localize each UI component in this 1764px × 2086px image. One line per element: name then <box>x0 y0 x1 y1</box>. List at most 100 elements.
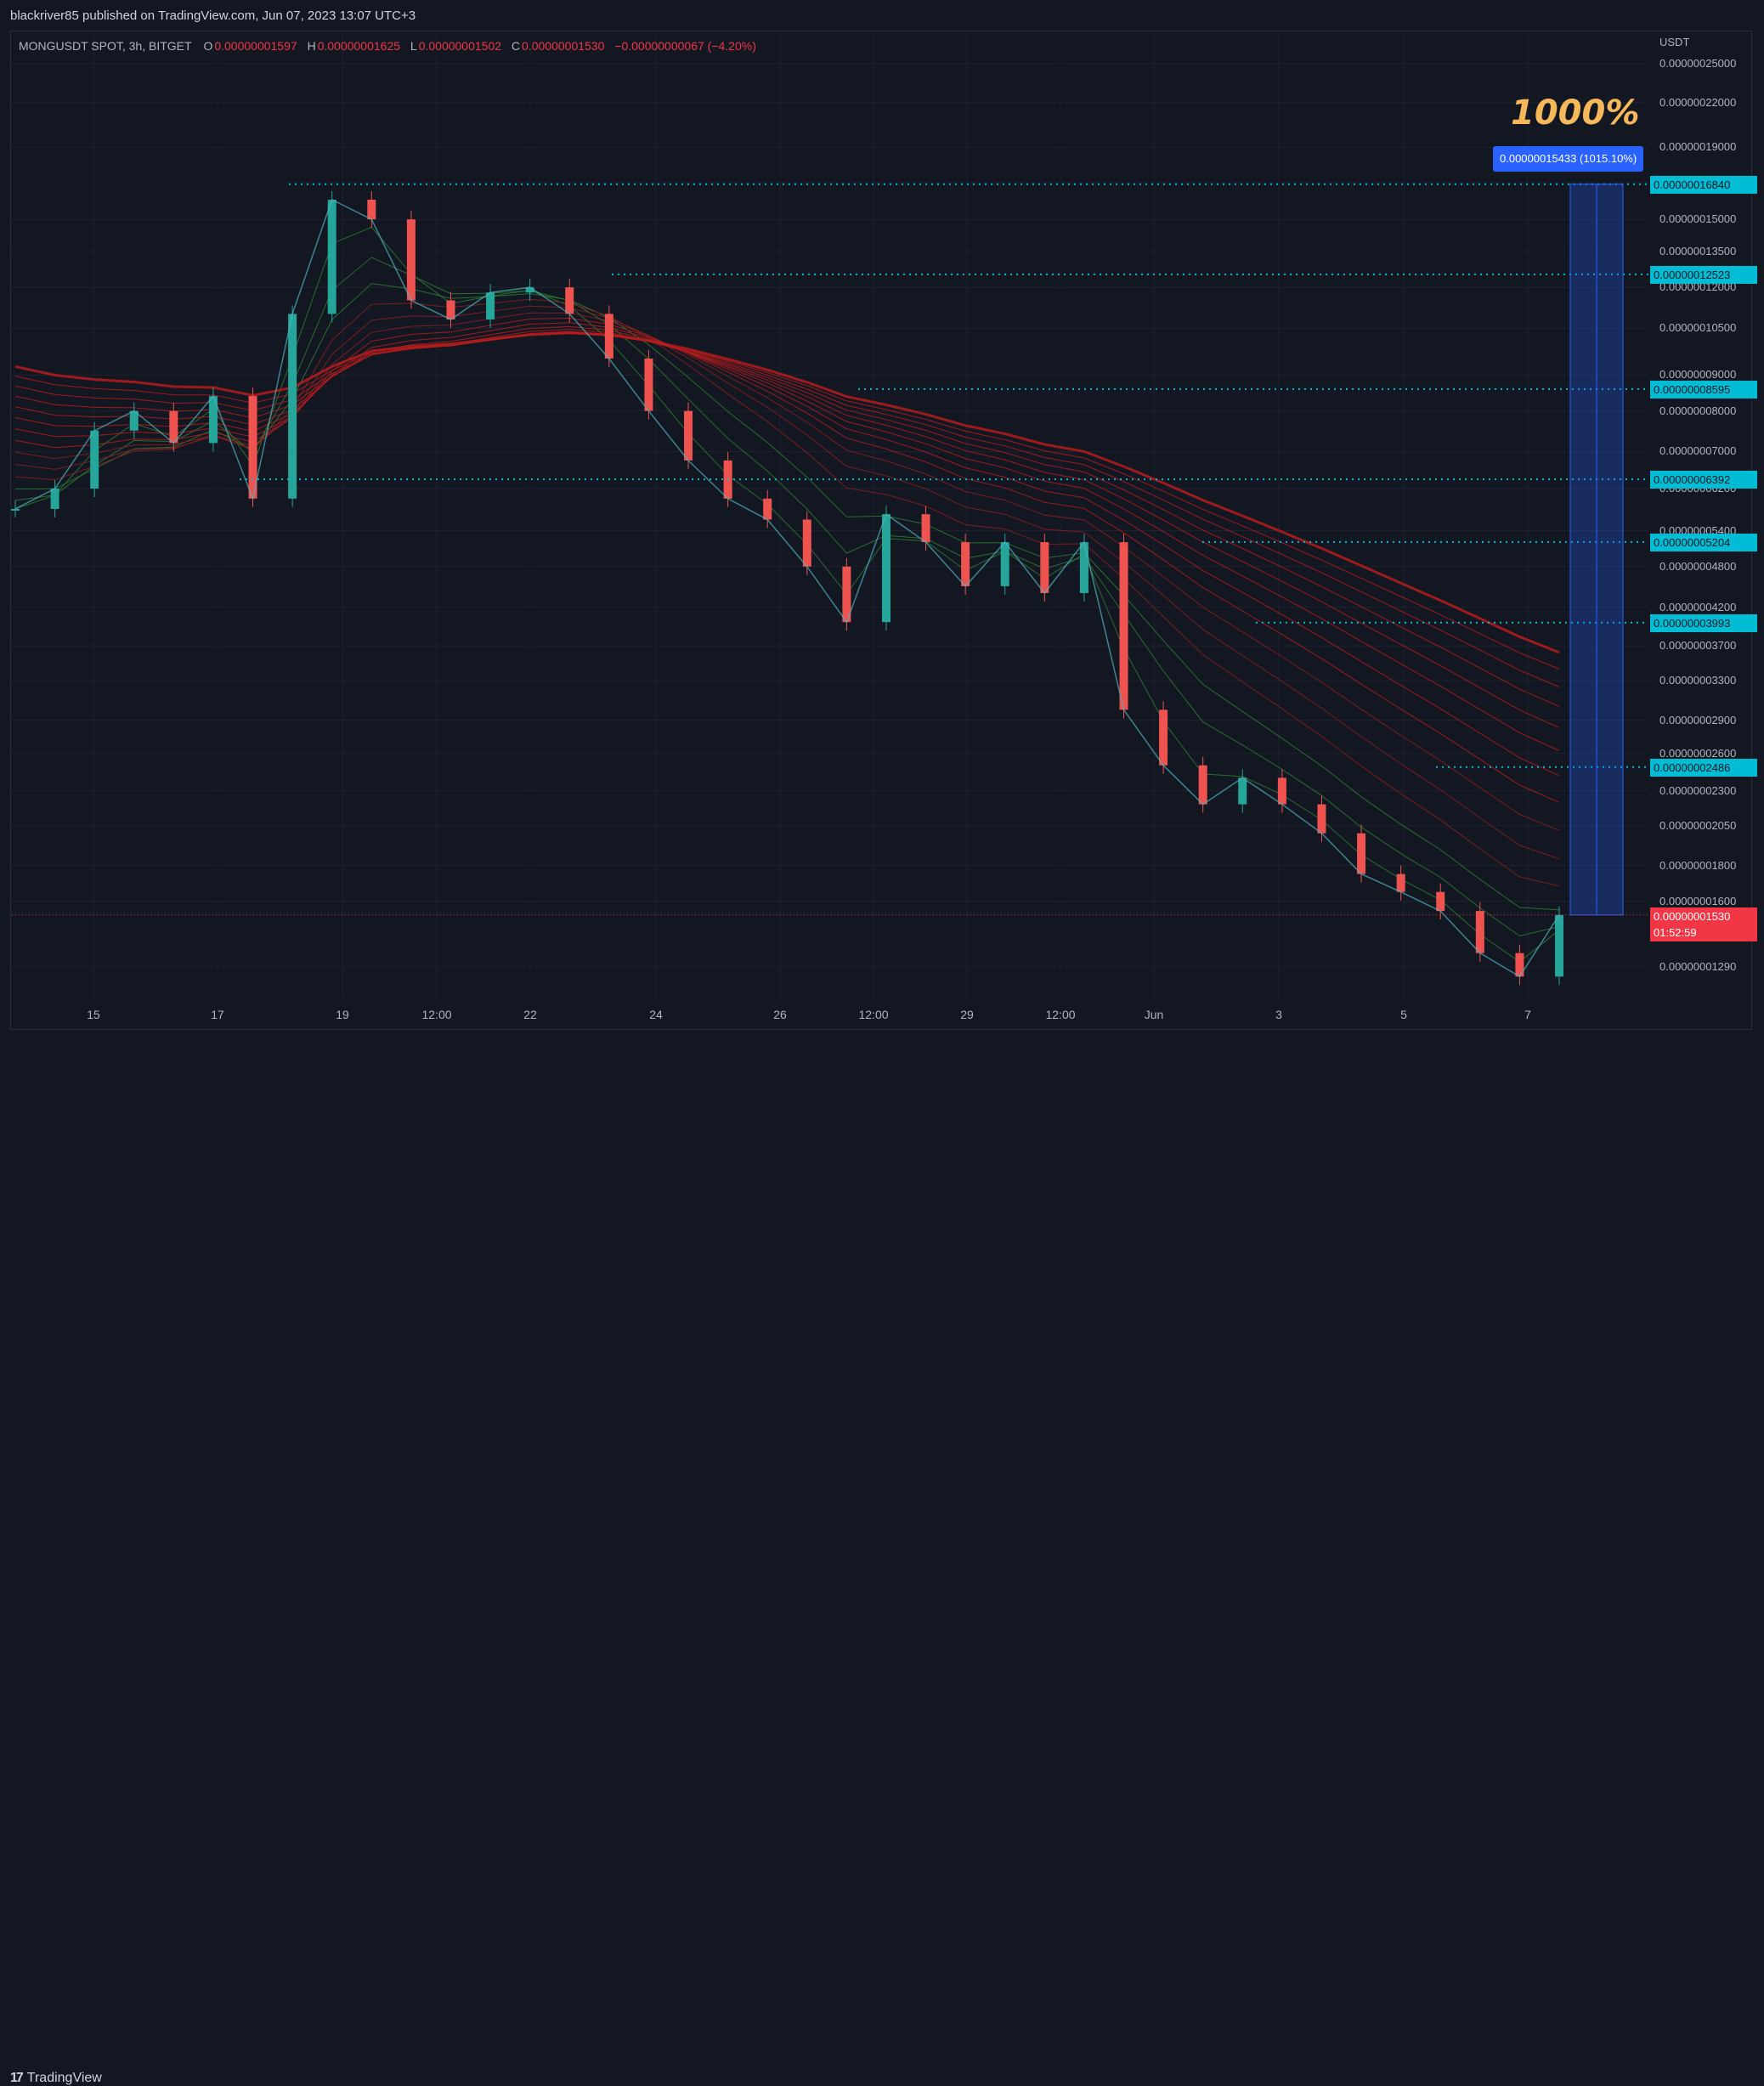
x-tick-label: 12:00 <box>858 1008 889 1021</box>
level-price-tag: 0.00000016840 <box>1650 175 1757 194</box>
y-tick-label: 0.00000012000 <box>1659 280 1737 294</box>
x-tick-label: Jun <box>1144 1008 1164 1021</box>
header-bar: blackriver85 published on TradingView.co… <box>0 0 1764 31</box>
y-tick-label: 0.00000002300 <box>1659 783 1737 797</box>
y-tick-label: 0.00000015000 <box>1659 212 1737 226</box>
ema-ribbon-line <box>14 331 1560 707</box>
y-tick-label: 0.00000001290 <box>1659 960 1737 973</box>
x-tick-label: 7 <box>1524 1008 1531 1021</box>
x-tick-label: 5 <box>1400 1008 1407 1021</box>
y-tick-label: 0.00000004800 <box>1659 559 1737 573</box>
ema-ribbon-line <box>14 257 1560 937</box>
candle-body <box>406 219 416 301</box>
y-tick-label: 0.00000025000 <box>1659 57 1737 70</box>
y-tick-label: 0.00000002600 <box>1659 746 1737 760</box>
candle-body <box>1238 777 1247 805</box>
candle-body <box>1515 953 1524 977</box>
candle-body <box>644 358 653 411</box>
candle-body <box>248 396 257 499</box>
tradingview-logo[interactable]: 17 TradingView <box>10 2071 102 2086</box>
footer-bar: 17 TradingView <box>0 1030 1764 2085</box>
y-tick-label: 0.00000005400 <box>1659 523 1737 537</box>
y-tick-label: 0.00000002050 <box>1659 818 1737 832</box>
candle-body <box>129 410 139 431</box>
candle-body <box>604 314 613 359</box>
y-axis-unit: USDT <box>1659 36 1690 48</box>
candle-body <box>565 287 574 314</box>
candle-body <box>1159 709 1168 766</box>
gain-callout: 1000% <box>1511 93 1640 133</box>
level-price-tag: 0.00000002486 <box>1650 758 1757 777</box>
candle-body <box>1317 804 1326 834</box>
x-tick-label: 17 <box>211 1008 224 1021</box>
y-tick-label: 0.00000007000 <box>1659 444 1737 458</box>
close-line <box>14 198 1560 978</box>
y-tick-label: 0.00000003300 <box>1659 674 1737 687</box>
y-tick-label: 0.00000010500 <box>1659 321 1737 335</box>
ema-ribbon-line <box>14 322 1560 777</box>
level-price-tag: 0.00000005204 <box>1650 533 1757 551</box>
last-price-value: 0.00000001530 <box>1654 910 1731 923</box>
price-chart[interactable] <box>0 0 1764 1067</box>
open-value: 0.00000001597 <box>214 39 297 53</box>
x-tick-label: 12:00 <box>421 1008 452 1021</box>
candle-body <box>208 396 218 444</box>
tradingview-logo-icon: 17 <box>10 2071 24 2085</box>
candle-body <box>1396 873 1405 892</box>
candle-body <box>1475 911 1484 953</box>
publisher-line: blackriver85 published on TradingView.co… <box>10 8 416 23</box>
high-value: 0.00000001625 <box>317 39 401 53</box>
x-tick-label: 15 <box>87 1008 100 1021</box>
x-tick-label: 26 <box>773 1008 787 1021</box>
high-label: H <box>307 39 316 53</box>
candle-body <box>1555 914 1563 977</box>
close-value: 0.00000001530 <box>522 39 605 53</box>
candle-body <box>486 292 495 319</box>
level-price-tag: 0.00000008595 <box>1650 380 1757 399</box>
candle-body <box>11 508 20 511</box>
level-price-tag: 0.00000006392 <box>1650 471 1757 489</box>
candle-body <box>1040 542 1049 594</box>
level-price-tag: 0.00000012523 <box>1650 265 1757 284</box>
ema-ribbon-line <box>14 332 1560 670</box>
close-label: C <box>511 39 521 53</box>
low-label: L <box>410 39 417 53</box>
candle-body <box>921 514 930 543</box>
y-tick-label: 0.00000008000 <box>1659 404 1737 417</box>
candle-body <box>446 300 455 319</box>
candle-body <box>169 410 178 444</box>
x-tick-label: 24 <box>649 1008 663 1021</box>
bar-countdown: 01:52:59 <box>1654 926 1697 939</box>
change-value: −0.00000000067 (−4.20%) <box>614 39 756 53</box>
level-price-tag: 0.00000003993 <box>1650 613 1757 632</box>
y-tick-label: 0.00000001600 <box>1659 894 1737 907</box>
ema-ribbon-line <box>14 325 1560 751</box>
candle-body <box>1357 833 1366 874</box>
candle-body <box>961 542 970 586</box>
x-tick-label: 29 <box>960 1008 974 1021</box>
candle-body <box>367 200 376 220</box>
open-label: O <box>203 39 213 53</box>
ema-ribbon-line <box>14 312 1560 831</box>
y-tick-label: 0.00000013500 <box>1659 244 1737 257</box>
low-value: 0.00000001502 <box>418 39 502 53</box>
y-tick-label: 0.00000004200 <box>1659 600 1737 613</box>
x-tick-label: 3 <box>1275 1008 1282 1021</box>
y-tick-label: 0.00000022000 <box>1659 95 1737 109</box>
x-tick-label: 12:00 <box>1045 1008 1076 1021</box>
candle-body <box>1079 542 1088 594</box>
candle-body <box>881 514 890 623</box>
candle-body <box>842 566 851 623</box>
candle-body <box>327 200 336 314</box>
ema-ribbon-line <box>14 331 1560 654</box>
brand-name: TradingView <box>26 2071 102 2085</box>
y-tick-label: 0.00000019000 <box>1659 140 1737 154</box>
x-tick-label: 22 <box>523 1008 537 1021</box>
candle-body <box>50 489 59 509</box>
candle-body <box>90 430 99 489</box>
measure-label: 0.00000015433 (1015.10%) <box>1493 146 1644 172</box>
candle-body <box>1000 542 1009 586</box>
x-tick-label: 19 <box>336 1008 349 1021</box>
ohlc-legend: MONGUSDT SPOT, 3h, BITGET O 0.00000001597… <box>19 39 763 53</box>
ema-ribbon-line <box>14 298 1560 887</box>
